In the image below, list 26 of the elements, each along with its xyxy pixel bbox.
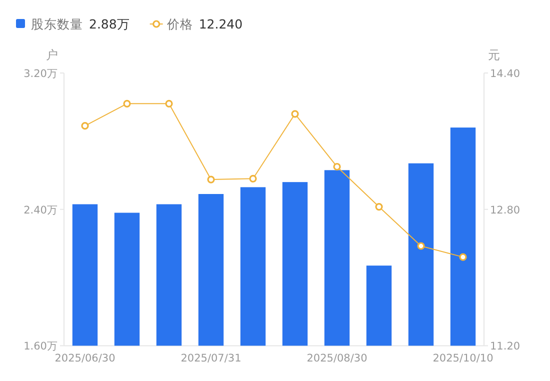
- y2-tick-label: 14.40: [490, 68, 520, 80]
- point: [207, 176, 215, 184]
- y-axis-title: 户: [46, 48, 58, 62]
- point: [123, 100, 131, 108]
- x-tick-label: 2025/08/30: [306, 352, 368, 365]
- point: [459, 253, 467, 261]
- point: [291, 110, 299, 118]
- y-tick-label: 1.60万: [24, 340, 58, 353]
- x-tick-label: 2025/06/30: [54, 352, 116, 365]
- y2-tick-label: 12.80: [490, 204, 520, 216]
- point: [165, 100, 173, 108]
- y2-axis-title: 元: [488, 48, 500, 62]
- x-tick-label: 2025/07/31: [180, 352, 242, 365]
- point: [375, 202, 383, 211]
- text: 12.240: [198, 16, 243, 32]
- point: [333, 162, 341, 171]
- legend-label: 价格: [166, 16, 193, 32]
- y-tick-label: 2.40万: [24, 204, 58, 216]
- point: [249, 174, 257, 182]
- y-tick-label: 3.20万: [24, 68, 58, 80]
- point: [417, 242, 425, 250]
- point: [81, 122, 89, 130]
- text: 2.88万: [89, 16, 130, 32]
- y2-tick-label: 11.20: [490, 340, 520, 353]
- x-tick-label: 2025/10/10: [432, 352, 494, 365]
- legend-label: 股东数量: [31, 16, 83, 32]
